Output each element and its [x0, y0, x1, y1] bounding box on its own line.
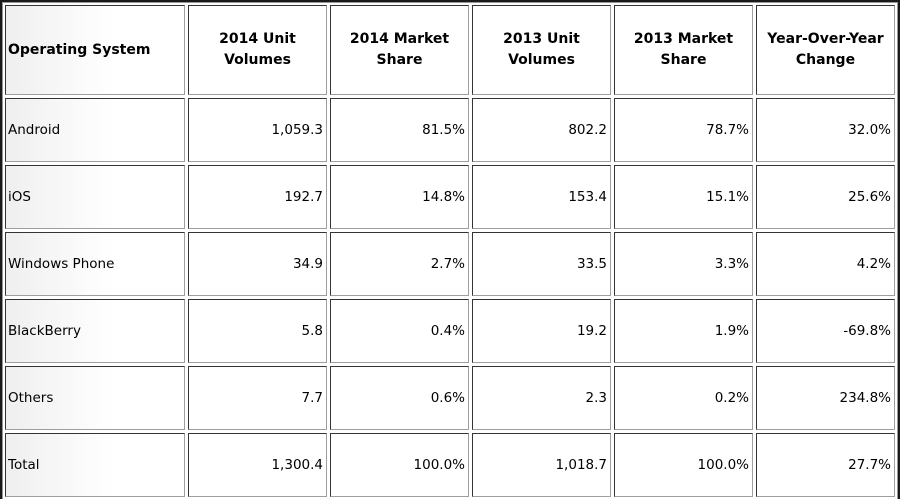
cell-total-2014-unit-volumes: 1,300.4 [188, 433, 327, 497]
table-row-blackberry: BlackBerry 5.8 0.4% 19.2 1.9% -69.8% [5, 299, 895, 363]
cell-ios-2013-market-share: 15.1% [614, 165, 753, 229]
cell-ios-yoy-change: 25.6% [756, 165, 895, 229]
cell-total-2013-market-share: 100.0% [614, 433, 753, 497]
table-row-android: Android 1,059.3 81.5% 802.2 78.7% 32.0% [5, 98, 895, 162]
cell-blackberry-2013-market-share: 1.9% [614, 299, 753, 363]
cell-blackberry-yoy-change: -69.8% [756, 299, 895, 363]
table-row-ios: iOS 192.7 14.8% 153.4 15.1% 25.6% [5, 165, 895, 229]
row-label-android: Android [5, 98, 185, 162]
column-header-2013-unit-volumes: 2013 Unit Volumes [472, 5, 611, 95]
cell-ios-2014-market-share: 14.8% [330, 165, 469, 229]
cell-windows-phone-2014-market-share: 2.7% [330, 232, 469, 296]
cell-others-2013-unit-volumes: 2.3 [472, 366, 611, 430]
cell-android-2013-market-share: 78.7% [614, 98, 753, 162]
table-row-others: Others 7.7 0.6% 2.3 0.2% 234.8% [5, 366, 895, 430]
row-label-ios: iOS [5, 165, 185, 229]
table-row-total: Total 1,300.4 100.0% 1,018.7 100.0% 27.7… [5, 433, 895, 497]
cell-android-2014-unit-volumes: 1,059.3 [188, 98, 327, 162]
cell-others-2014-unit-volumes: 7.7 [188, 366, 327, 430]
column-header-year-over-year-change: Year-Over-Year Change [756, 5, 895, 95]
cell-ios-2014-unit-volumes: 192.7 [188, 165, 327, 229]
cell-blackberry-2013-unit-volumes: 19.2 [472, 299, 611, 363]
cell-others-yoy-change: 234.8% [756, 366, 895, 430]
table-row-windows-phone: Windows Phone 34.9 2.7% 33.5 3.3% 4.2% [5, 232, 895, 296]
cell-others-2013-market-share: 0.2% [614, 366, 753, 430]
row-label-total: Total [5, 433, 185, 497]
cell-ios-2013-unit-volumes: 153.4 [472, 165, 611, 229]
cell-blackberry-2014-market-share: 0.4% [330, 299, 469, 363]
cell-android-2013-unit-volumes: 802.2 [472, 98, 611, 162]
cell-total-yoy-change: 27.7% [756, 433, 895, 497]
header-row: Operating System 2014 Unit Volumes 2014 … [5, 5, 895, 95]
cell-windows-phone-yoy-change: 4.2% [756, 232, 895, 296]
row-label-windows-phone: Windows Phone [5, 232, 185, 296]
cell-blackberry-2014-unit-volumes: 5.8 [188, 299, 327, 363]
cell-total-2013-unit-volumes: 1,018.7 [472, 433, 611, 497]
cell-others-2014-market-share: 0.6% [330, 366, 469, 430]
row-label-blackberry: BlackBerry [5, 299, 185, 363]
column-header-2014-market-share: 2014 Market Share [330, 5, 469, 95]
cell-android-2014-market-share: 81.5% [330, 98, 469, 162]
cell-total-2014-market-share: 100.0% [330, 433, 469, 497]
column-header-2014-unit-volumes: 2014 Unit Volumes [188, 5, 327, 95]
cell-android-yoy-change: 32.0% [756, 98, 895, 162]
cell-windows-phone-2013-market-share: 3.3% [614, 232, 753, 296]
column-header-2013-market-share: 2013 Market Share [614, 5, 753, 95]
row-label-others: Others [5, 366, 185, 430]
cell-windows-phone-2014-unit-volumes: 34.9 [188, 232, 327, 296]
cell-windows-phone-2013-unit-volumes: 33.5 [472, 232, 611, 296]
column-header-operating-system: Operating System [5, 5, 185, 95]
